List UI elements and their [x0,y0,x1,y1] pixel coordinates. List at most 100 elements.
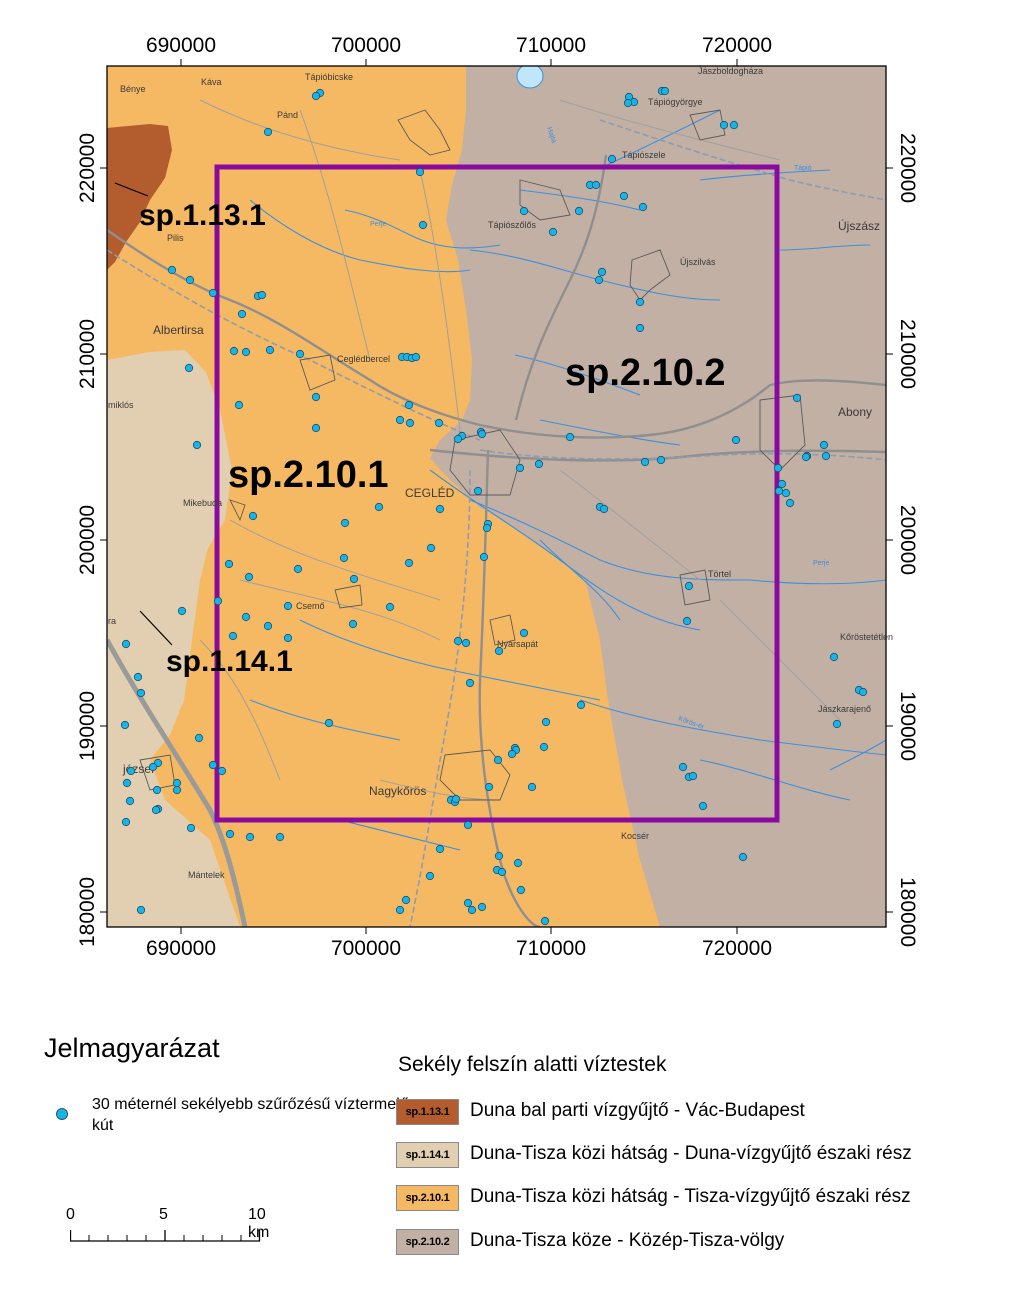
well-marker [225,829,235,839]
place-label: Kocsér [621,831,649,841]
well-marker [245,832,255,842]
well-marker [494,851,504,861]
well-marker [473,486,483,496]
scale-bar: 0 5 10 km [66,1206,276,1246]
well-marker [541,717,551,727]
legend-item-label: Duna-Tisza közi hátság - Tisza-vízgyűjtő… [470,1186,911,1207]
well-marker [591,180,601,190]
well-marker [539,742,549,752]
well-marker [792,393,802,403]
well-marker [513,858,523,868]
well-marker [311,91,321,101]
well-marker [348,619,358,629]
legend-water-bodies-title: Sekély felszín alatti víztestek [398,1053,667,1076]
place-label: Mántelek [188,870,225,880]
x-tick-bottom: 720000 [702,937,772,960]
well-marker [534,459,544,469]
well-marker [385,602,395,612]
x-tick-bottom: 700000 [331,937,401,960]
y-tick-left: 200000 [76,505,99,575]
x-tick-top: 690000 [146,34,216,57]
well-marker [192,440,202,450]
legend-item-label: Duna-Tisza közi hátság - Duna-vízgyűjtő … [470,1143,912,1164]
well-marker [467,905,477,915]
well-marker [463,820,473,830]
well-marker [263,127,273,137]
legend-swatch: sp.1.13.1 [396,1099,459,1125]
well-marker [829,652,839,662]
place-label: Kőröstetétlen [840,632,893,642]
minor-roads [199,99,841,801]
tick-marks [100,59,893,934]
well-marker [548,227,558,237]
legend-swatch: sp.2.10.1 [396,1185,459,1211]
well-marker [401,895,411,905]
well-marker [574,206,584,216]
legend-title: Jelmagyarázat [44,1033,220,1063]
well-marker [213,596,223,606]
well-marker [415,167,425,177]
well-marker [229,346,239,356]
well-marker [136,905,146,915]
well-marker [738,852,748,862]
y-tick-right: 210000 [896,319,919,389]
x-tick-bottom: 710000 [516,937,586,960]
y-tick-right: 200000 [896,505,919,575]
well-marker [126,766,136,776]
well-marker [640,457,650,467]
river-label: Tápió [794,165,812,172]
zone-label: sp.1.14.1 [166,645,293,678]
well-marker [133,672,143,682]
zone-label: sp.2.10.1 [228,454,389,496]
well-marker [405,418,415,428]
map-frame [106,65,887,928]
well-marker [477,429,487,439]
well-marker [241,347,251,357]
well-marker [172,785,182,795]
well-marker [395,905,405,915]
place-labels: Káva Bénye Tápióbicske Pánd Jászboldoghá… [108,66,893,880]
well-marker [311,423,321,433]
well-marker [185,275,195,285]
well-marker [172,778,182,788]
well-marker [228,631,238,641]
well-marker [275,832,285,842]
well-marker [167,265,177,275]
well-marker [265,345,275,355]
well-marker [576,700,586,710]
well-marker [781,488,791,498]
well-marker [801,452,811,462]
place-label: Tápióbicske [305,72,353,82]
place-label: miklós [108,400,134,410]
well-marker [858,687,868,697]
well-marker [395,415,405,425]
well-marker [194,733,204,743]
well-marker [453,636,463,646]
well-marker [819,440,829,450]
well-marker [411,352,421,362]
place-label: Pánd [277,110,298,120]
well-marker [435,844,445,854]
leader-line [139,610,173,646]
place-label: Jászkarajenő [818,704,871,714]
map: 690000 700000 710000 720000 690000 70000… [76,34,919,960]
y-tick-right: 180000 [896,877,919,947]
well-marker [463,898,473,908]
well-marker [257,290,267,300]
roads [107,154,886,927]
well-marker [418,220,428,230]
well-marker [451,794,461,804]
well-marker [821,451,831,461]
well-marker [217,766,227,776]
y-tick-right: 220000 [896,133,919,203]
y-tick-left: 190000 [76,691,99,761]
well-marker [184,363,194,373]
well-marker [125,796,135,806]
x-tick-top: 720000 [702,34,772,57]
legend-swatch: sp.1.14.1 [396,1142,459,1168]
y-tick-left: 220000 [76,133,99,203]
place-label: Nyársapát [497,639,539,649]
well-marker [832,719,842,729]
rivers [249,109,886,851]
well-marker [404,558,414,568]
